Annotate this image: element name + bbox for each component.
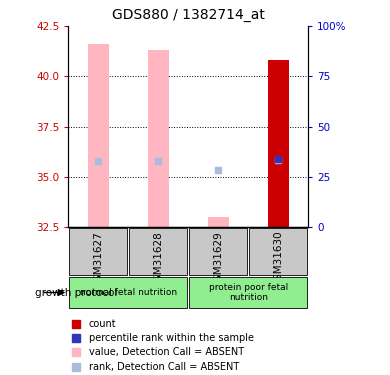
Text: GSM31629: GSM31629 (213, 231, 223, 288)
Text: value, Detection Call = ABSENT: value, Detection Call = ABSENT (89, 347, 244, 357)
Text: percentile rank within the sample: percentile rank within the sample (89, 333, 254, 343)
Text: GSM31628: GSM31628 (153, 231, 163, 288)
Bar (148, 50, 169, 227)
Bar (69, 277, 187, 308)
Bar (88, 44, 109, 227)
Text: GSM31627: GSM31627 (93, 231, 103, 288)
Bar (268, 60, 289, 227)
Text: rank, Detection Call = ABSENT: rank, Detection Call = ABSENT (89, 362, 239, 372)
Text: normal fetal nutrition: normal fetal nutrition (80, 288, 177, 297)
Bar (190, 277, 307, 308)
Bar (190, 228, 247, 274)
Text: GSM31630: GSM31630 (273, 231, 283, 287)
Bar (129, 228, 187, 274)
Bar (207, 217, 229, 227)
Text: count: count (89, 319, 116, 328)
Text: protein poor fetal
nutrition: protein poor fetal nutrition (209, 283, 288, 302)
Title: GDS880 / 1382714_at: GDS880 / 1382714_at (112, 9, 264, 22)
Bar (69, 228, 127, 274)
Text: growth protocol: growth protocol (35, 288, 118, 297)
Bar (249, 228, 307, 274)
